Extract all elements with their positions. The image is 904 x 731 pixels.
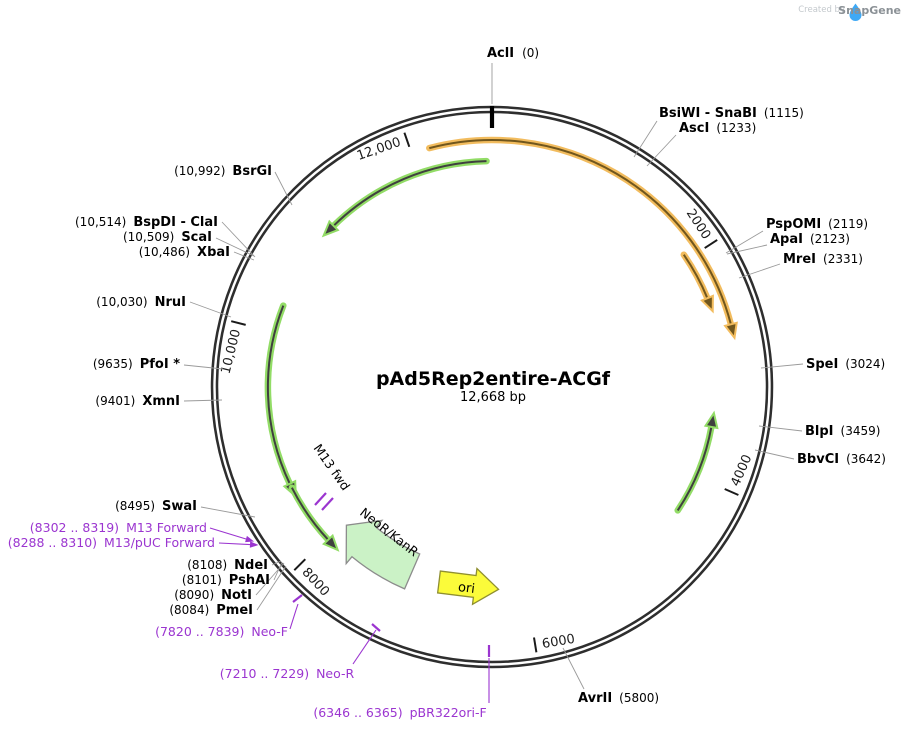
site-label-ascI[interactable]: AscI (1233) <box>679 121 756 136</box>
primer-label-neo-f[interactable]: (7820 .. 7839) Neo-F <box>155 624 288 639</box>
plasmid-size: 12,668 bp <box>460 390 526 405</box>
feature-arc-left-short-green[interactable] <box>288 484 340 552</box>
site-label-nruI[interactable]: (10,030) NruI <box>96 295 186 310</box>
site-label-pmeI[interactable]: (8084) PmeI <box>169 603 253 618</box>
site-label-bsrgI[interactable]: (10,992) BsrGI <box>174 164 272 179</box>
site-label-speI[interactable]: SpeI (3024) <box>806 357 885 372</box>
site-label-scaI[interactable]: (10,509) ScaI <box>123 230 212 245</box>
site-label-mreI[interactable]: MreI (2331) <box>783 252 863 267</box>
watermark: Created by SnapGene <box>798 3 901 21</box>
site-label-pfoI[interactable]: (9635) PfoI * <box>93 357 180 372</box>
site-label-swaI[interactable]: (8495) SwaI <box>115 499 197 514</box>
feature-arc-right-green[interactable] <box>674 410 719 514</box>
site-label-pshaI[interactable]: (8101) PshAI <box>182 573 270 588</box>
feature-ori-arrow[interactable] <box>436 564 501 607</box>
arrowhead <box>700 294 714 314</box>
feature-label-ori[interactable]: ori <box>457 580 476 597</box>
site-label-bsiwi-snabi[interactable]: BsiWI - SnaBI (1115) <box>659 106 804 121</box>
plasmid-name: pAd5Rep2entire-ACGf <box>376 368 611 390</box>
arrowhead <box>703 410 719 430</box>
primer-label-m13-puc-forward[interactable]: (8288 .. 8310) M13/pUC Forward <box>8 535 215 550</box>
scale-label-6000: 6000 <box>541 632 576 652</box>
primer-label-neo-r[interactable]: (7210 .. 7229) Neo-R <box>220 666 355 681</box>
watermark-created-by: Created by <box>798 5 845 15</box>
sites-right: BsiWI - SnaBI (1115) AscI (1233) PspOMI (21… <box>578 106 886 706</box>
arrowhead <box>723 321 738 341</box>
arrowhead <box>322 533 340 552</box>
primer-callouts <box>209 527 491 703</box>
m13-puc-forward-arrowhead <box>249 541 259 548</box>
snapgene-logo-icon <box>849 3 862 21</box>
site-label-pspomI[interactable]: PspOMI (2119) <box>766 217 868 232</box>
site-label-bspdI-claI[interactable]: (10,514) BspDI - ClaI <box>75 215 218 230</box>
site-label-bbvcI[interactable]: BbvCI (3642) <box>797 452 886 467</box>
site-label-xmnI[interactable]: (9401) XmnI <box>95 394 180 409</box>
m13-forward-arrowhead <box>245 535 255 543</box>
feature-arc-outer-orange[interactable] <box>426 136 738 341</box>
site-label-xbaI[interactable]: (10,486) XbaI <box>139 245 230 260</box>
watermark-brand: SnapGene <box>838 4 901 17</box>
site-label-blpI[interactable]: BlpI (3459) <box>805 424 880 439</box>
primer-label-m13-forward[interactable]: (8302 .. 8319) M13 Forward <box>30 520 207 535</box>
m13-fwd-slash-1 <box>314 492 327 506</box>
m13-fwd-slash-2 <box>321 497 334 511</box>
arrowhead <box>321 219 340 238</box>
sites-left: (10,992) BsrGI (10,514) BspDI - ClaI (10,5… <box>75 164 272 618</box>
site-label-apaI[interactable]: ApaI (2123) <box>770 232 850 247</box>
primer-labels: (8302 .. 8319) M13 Forward (8288 .. 8310)… <box>8 520 487 720</box>
feature-neor-kanr-arrow[interactable] <box>345 519 421 590</box>
site-label-avrII[interactable]: AvrII (5800) <box>578 691 659 706</box>
feature-arc-top-green[interactable] <box>321 157 490 238</box>
site-label-notI[interactable]: (8090) NotI <box>174 588 252 603</box>
site-label-aclI[interactable]: AclI (0) <box>487 46 539 61</box>
site-label-ndeI[interactable]: (8108) NdeI <box>187 558 268 573</box>
primer-label-pbr322ori-f[interactable]: (6346 .. 6365) pBR322ori-F <box>313 705 486 720</box>
feature-arc-inner-orange[interactable] <box>680 251 714 314</box>
site-callout-lines <box>183 120 804 690</box>
plasmid-title-block: pAd5Rep2entire-ACGf 12,668 bp <box>376 368 611 405</box>
